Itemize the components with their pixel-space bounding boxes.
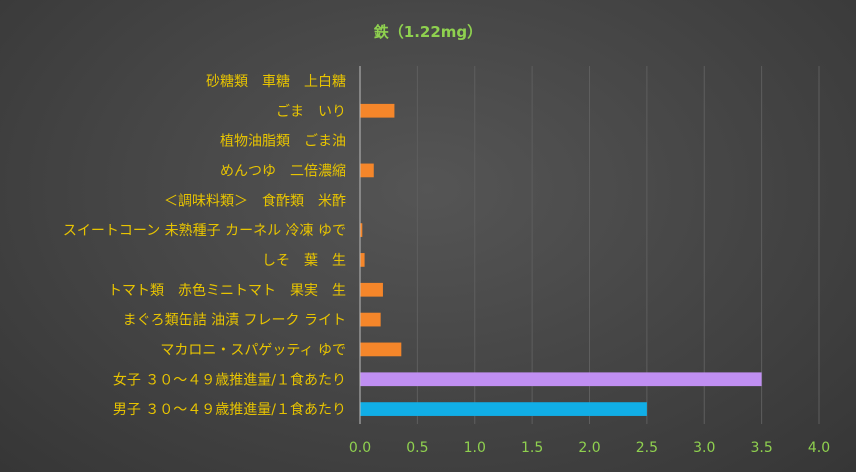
category-label: スイートコーン 未熟種子 カーネル 冷凍 ゆで <box>63 223 346 239</box>
bar <box>360 103 395 118</box>
bar <box>360 312 381 327</box>
bar <box>360 372 762 387</box>
category-label: 男子 ３０～４９歳推進量/１食あたり <box>113 401 346 418</box>
category-label: ＜調味料類＞ 食酢類 米酢 <box>164 192 346 209</box>
category-label: 砂糖類 車糖 上白糖 <box>206 73 346 90</box>
category-label: しそ 葉 生 <box>262 253 346 269</box>
bars <box>360 103 762 416</box>
bar <box>360 342 402 357</box>
bar <box>360 223 363 237</box>
x-tick-label: 3.0 <box>693 440 715 456</box>
x-tick-label: 3.5 <box>750 440 772 456</box>
x-tick-label: 2.5 <box>636 440 658 456</box>
category-label: まぐろ類缶詰 油漬 フレーク ライト <box>123 313 346 329</box>
category-label: 女子 ３０～４９歳推進量/１食あたり <box>113 371 346 388</box>
bar <box>360 253 365 267</box>
category-label: めんつゆ 二倍濃縮 <box>220 163 346 179</box>
x-tick-label: 1.0 <box>464 440 486 456</box>
bar <box>360 163 374 178</box>
category-label: トマト類 赤色ミニトマト 果実 生 <box>108 282 346 299</box>
chart-title: 鉄（1.22mg） <box>374 23 482 41</box>
x-tick-label: 0.5 <box>406 440 428 456</box>
x-tick-label: 2.0 <box>578 440 600 456</box>
bar <box>360 282 383 297</box>
x-tick-label: 4.0 <box>808 440 830 456</box>
gridlines <box>416 66 820 424</box>
x-tick-label: 1.5 <box>521 440 543 456</box>
x-tick-label: 0.0 <box>349 440 371 456</box>
bar <box>360 402 647 416</box>
category-label: マカロニ・スパゲッティ ゆで <box>160 342 346 358</box>
category-label: ごま いり <box>276 104 346 120</box>
category-label: 植物油脂類 ごま油 <box>220 134 346 150</box>
x-tick-labels: 0.0 0.5 1.0 1.5 2.0 2.5 3.0 3.5 4.0 <box>349 440 830 456</box>
